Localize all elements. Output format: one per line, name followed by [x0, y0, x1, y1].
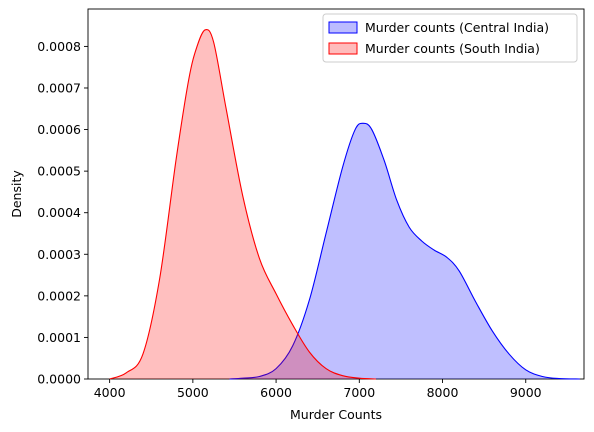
legend-item: Murder counts (South India) — [328, 41, 540, 56]
y-tick-label: 0.0001 — [37, 330, 81, 345]
y-tick-label: 0.0002 — [37, 288, 81, 303]
density-area — [109, 29, 376, 380]
axes-frame — [87, 8, 585, 380]
x-tick-label: 6000 — [260, 385, 292, 400]
plot-area — [87, 8, 585, 380]
series-layer — [109, 29, 580, 380]
legend-swatch — [328, 42, 358, 55]
y-tick-label: 0.0008 — [37, 39, 81, 54]
legend-item: Murder counts (Central India) — [328, 20, 549, 35]
y-axis-label: Density — [9, 170, 24, 218]
x-axis-label: Murder Counts — [290, 407, 382, 422]
y-tick-label: 0.0003 — [37, 247, 81, 262]
density-area — [229, 123, 580, 379]
series-central-india — [229, 122, 580, 380]
legend-box — [322, 13, 578, 63]
y-tick-label: 0.0005 — [37, 164, 81, 179]
x-tick-label: 5000 — [177, 385, 209, 400]
y-tick-label: 0.0006 — [37, 122, 81, 137]
x-tick-label: 4000 — [94, 385, 126, 400]
density-line — [229, 122, 580, 380]
legend: Murder counts (Central India) Murder coun… — [322, 13, 578, 63]
y-tick-label: 0.0004 — [37, 205, 81, 220]
series-south-india — [109, 29, 376, 380]
x-tick-label: 8000 — [427, 385, 459, 400]
legend-label: Murder counts (South India) — [365, 41, 540, 56]
x-tick-label: 7000 — [343, 385, 375, 400]
y-tick-label: 0.0000 — [37, 372, 81, 387]
density-line — [109, 29, 376, 380]
x-tick-label: 9000 — [510, 385, 542, 400]
ticks-layer: 4000 5000 6000 7000 8000 9000 0.0000 0.0001 0.00… — [37, 39, 541, 400]
legend-label: Murder counts (Central India) — [365, 20, 549, 35]
y-tick-label: 0.0007 — [37, 80, 81, 95]
legend-swatch — [328, 21, 358, 34]
